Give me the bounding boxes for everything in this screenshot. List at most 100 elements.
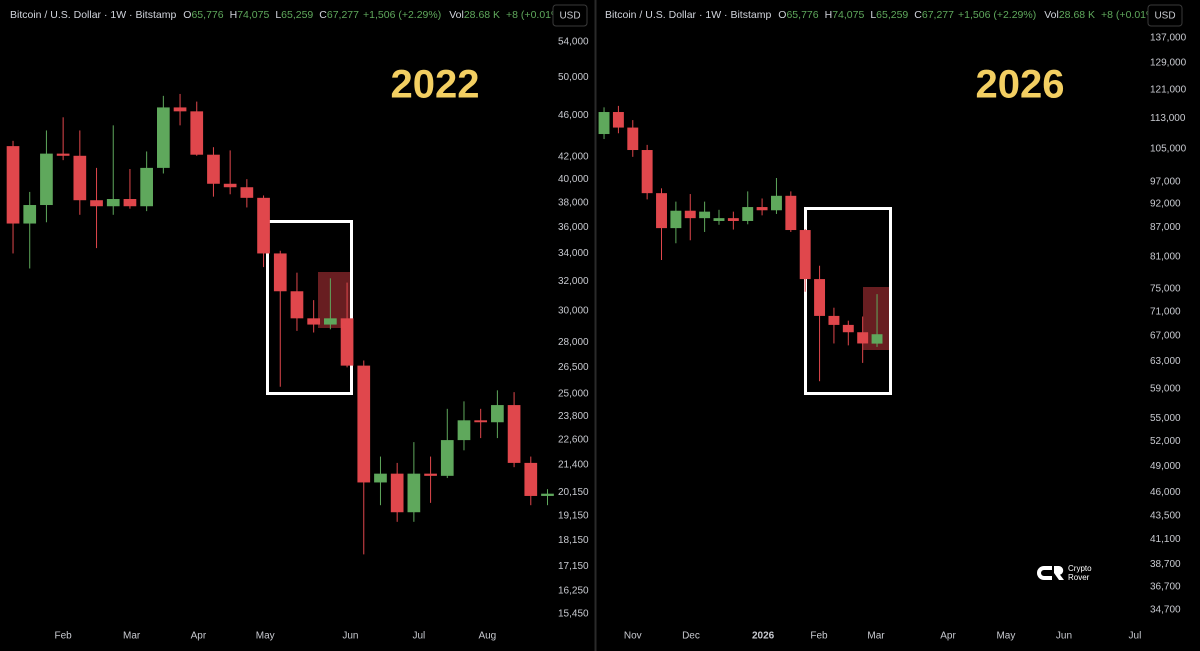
candle-body [457,420,471,441]
candle-body [524,462,538,496]
symbol: Bitcoin / U.S. Dollar · 1W · Bitstamp [605,9,771,21]
volume-label: Vol [449,9,464,21]
y-tick-label: 46,000 [558,110,589,121]
y-tick-label: 137,000 [1150,33,1187,44]
x-tick-label: Jul [1129,631,1142,642]
y-tick-label: 67,000 [1150,331,1181,342]
candle-body [290,291,304,319]
y-tick-label: 97,000 [1150,176,1181,187]
ohlc-label: H [825,9,833,21]
candle-body [240,187,254,198]
x-tick-label: May [996,631,1015,642]
currency-label: USD [559,11,580,22]
y-tick-label: 40,000 [558,174,589,185]
y-tick-label: 26,500 [558,362,589,373]
x-tick-label: 2026 [752,631,775,642]
y-tick-label: 32,000 [558,276,589,287]
candle-body [627,127,639,151]
ohlc-label: L [870,9,876,21]
currency-button[interactable] [1147,4,1183,27]
volume-change: +8 (+0.01%) [506,9,564,21]
y-tick-label: 34,000 [558,248,589,259]
ohlc-value: 67,277 [327,9,359,21]
legend-header: Bitcoin / U.S. Dollar · 1W · Bitstamp O 65… [10,9,564,21]
candle-body [756,207,768,211]
ohlc-value: 74,075 [832,9,864,21]
candle-body [507,405,521,463]
x-tick-label: Feb [55,631,73,642]
candle-body [307,318,321,325]
highlight-box [804,207,892,395]
y-tick-label: 36,000 [558,222,589,233]
year-annotation: 2022 [391,63,480,107]
ohlc-value: 65,776 [786,9,818,21]
candle-body [156,107,170,168]
y-tick-label: 15,450 [558,609,589,620]
x-tick-label: Jul [412,631,425,642]
y-tick-label: 46,000 [1150,487,1181,498]
candle-body [598,112,610,135]
y-tick-label: 28,000 [558,337,589,348]
ohlc-label: C [914,9,922,21]
candle-body [656,193,667,229]
ohlc-value: 65,259 [281,9,313,21]
candle-body [223,183,237,188]
candle-body [207,154,220,184]
x-tick-label: Mar [867,631,885,642]
y-tick-label: 34,700 [1150,605,1181,616]
candle-body [23,205,37,224]
y-tick-label: 59,000 [1150,384,1181,395]
change: +1,506 (+2.29%) [958,9,1036,21]
candle-body [612,112,624,128]
ohlc-value: 67,277 [922,9,954,21]
y-tick-label: 25,000 [558,389,589,400]
x-tick-label: May [256,631,275,642]
volume-value: 28.68 K [1059,9,1095,21]
y-tick-label: 17,150 [558,561,589,572]
x-tick-label: Feb [810,631,828,642]
candle-body [842,324,854,333]
y-tick-label: 129,000 [1150,58,1187,69]
y-tick-label: 21,400 [558,460,589,471]
y-tick-label: 87,000 [1150,222,1181,233]
x-tick-label: Mar [123,631,141,642]
y-tick-label: 63,000 [1150,356,1181,367]
y-tick-label: 52,000 [1150,436,1181,447]
y-tick-label: 43,500 [1150,510,1181,521]
candle-body [770,195,782,211]
ohlc-label: O [183,9,191,21]
symbol: Bitcoin / U.S. Dollar · 1W · Bitstamp [10,9,176,21]
ohlc-label: L [275,9,281,21]
candle-body [828,315,840,325]
ohlc-label: H [230,9,238,21]
y-tick-label: 54,000 [558,37,589,48]
candle-body [684,210,696,219]
candle-body [374,473,387,483]
y-tick-label: 113,000 [1150,113,1186,124]
legend-header: Bitcoin / U.S. Dollar · 1W · Bitstamp O65… [605,9,1159,21]
x-tick-label: Jun [342,631,358,642]
candle-body [90,200,103,207]
year-annotation: 2026 [976,63,1065,107]
y-tick-label: 18,150 [558,535,589,546]
candle-body [190,111,204,155]
y-tick-label: 105,000 [1150,143,1187,154]
currency-button[interactable] [552,4,588,27]
candle-body [541,493,554,496]
y-tick-label: 49,000 [1150,461,1181,472]
candle-body [40,153,53,206]
ohlc-value: 74,075 [237,9,269,21]
candle-body [424,473,437,476]
ohlc-label: C [319,9,327,21]
candle-body [699,211,711,219]
y-tick-label: 22,600 [558,435,589,446]
candle-body [106,199,120,207]
candle-body [727,218,739,221]
y-tick-label: 38,000 [558,197,589,208]
candle-body [670,210,682,229]
y-tick-label: 42,000 [558,152,589,163]
x-tick-label: Apr [940,631,956,642]
